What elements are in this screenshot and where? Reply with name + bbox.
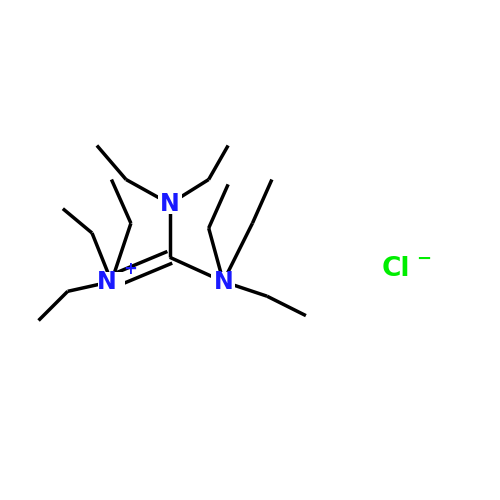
Text: −: − bbox=[416, 250, 432, 268]
FancyBboxPatch shape bbox=[211, 272, 236, 291]
Text: +: + bbox=[123, 260, 137, 278]
Text: N: N bbox=[96, 270, 116, 293]
Text: N: N bbox=[160, 192, 180, 216]
FancyBboxPatch shape bbox=[98, 272, 125, 291]
Text: N: N bbox=[214, 270, 233, 293]
Text: Cl: Cl bbox=[382, 256, 410, 282]
FancyBboxPatch shape bbox=[158, 194, 182, 214]
